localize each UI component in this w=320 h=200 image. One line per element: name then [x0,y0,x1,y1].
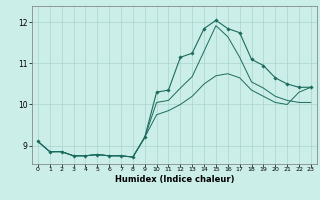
X-axis label: Humidex (Indice chaleur): Humidex (Indice chaleur) [115,175,234,184]
